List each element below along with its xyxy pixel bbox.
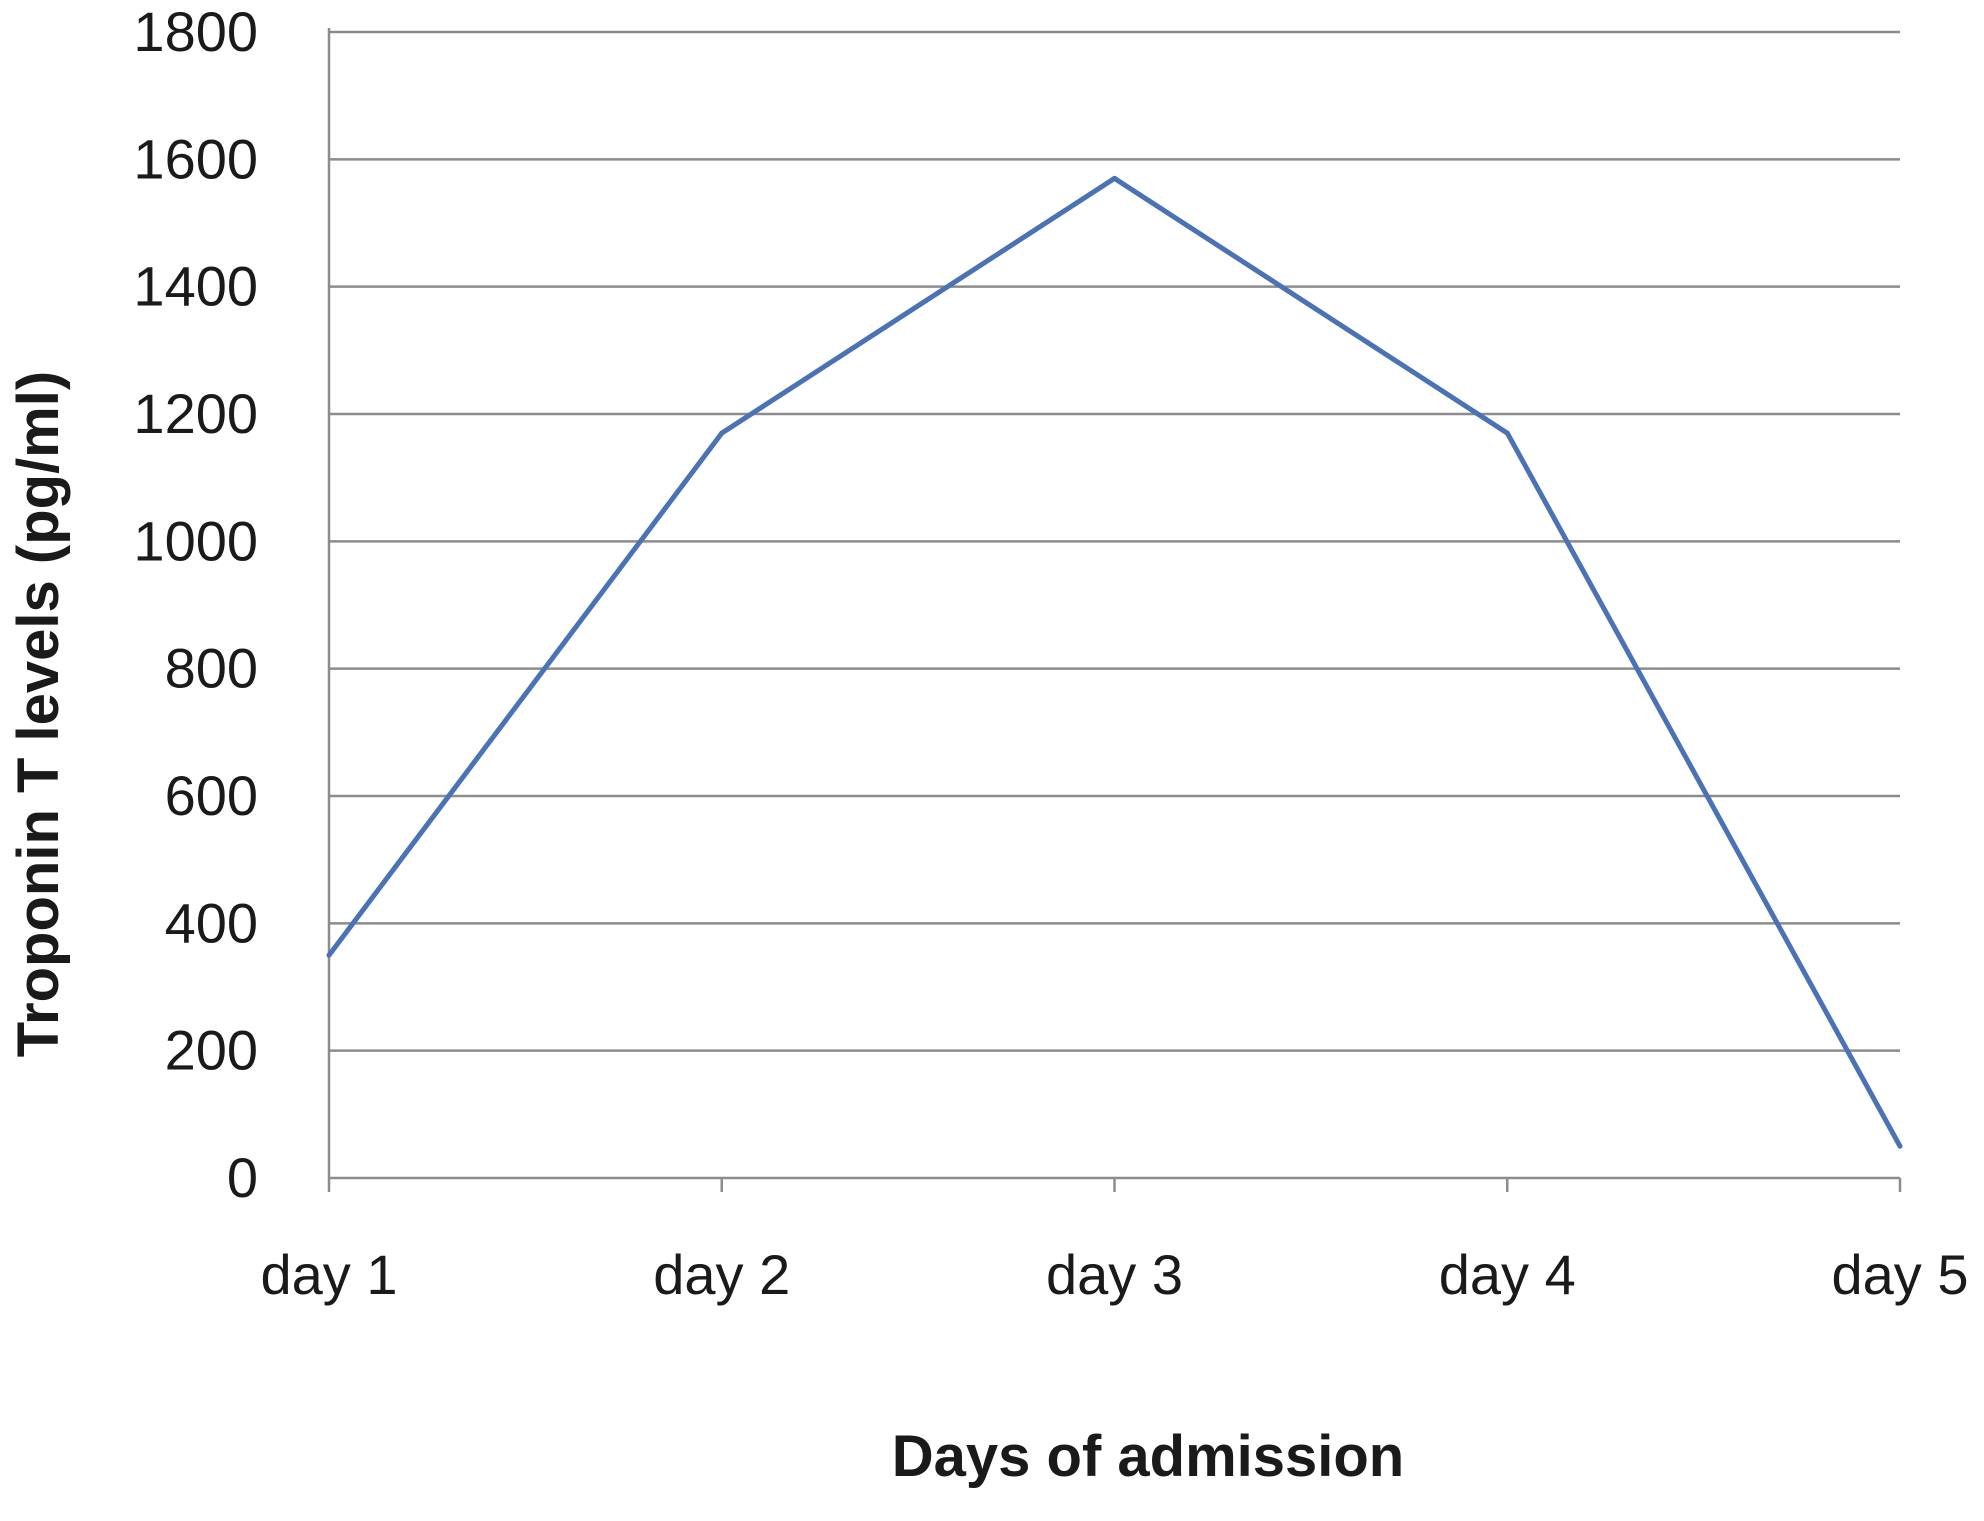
- x-tick-label: day 2: [653, 1243, 790, 1306]
- data-point: [1897, 1143, 1903, 1149]
- y-tick-label: 400: [165, 891, 258, 954]
- data-point: [1112, 175, 1117, 181]
- y-tick-label: 0: [227, 1146, 258, 1209]
- series-layer: [326, 175, 1903, 1149]
- x-axis-title: Days of admission: [892, 1424, 1404, 1489]
- y-tick-label: 800: [165, 637, 258, 700]
- y-tick-label: 1000: [133, 509, 258, 572]
- y-tick-label: 1800: [133, 0, 258, 63]
- y-tick-label: 1600: [133, 127, 258, 190]
- y-tick-label: 1200: [133, 382, 258, 445]
- gridlines: [329, 30, 1900, 1052]
- x-tick-label: day 4: [1439, 1243, 1576, 1306]
- data-point: [1504, 430, 1510, 436]
- data-point: [326, 952, 332, 958]
- axes: [327, 28, 1902, 1192]
- x-tick-label: day 1: [261, 1243, 398, 1306]
- tick-labels: 0 200 400 600 800 1000 1200 1400 1600 1800 day 1 da…: [133, 0, 1968, 1306]
- data-point: [719, 430, 725, 436]
- y-axis-title: Troponin T levels (pg/ml): [6, 371, 71, 1057]
- y-tick-label: 600: [165, 764, 258, 827]
- x-tick-label: day 5: [1832, 1243, 1969, 1306]
- y-tick-label: 200: [165, 1019, 258, 1082]
- x-tick-label: day 3: [1046, 1243, 1183, 1306]
- series-line: [326, 175, 1903, 1149]
- y-tick-label: 1400: [133, 255, 258, 318]
